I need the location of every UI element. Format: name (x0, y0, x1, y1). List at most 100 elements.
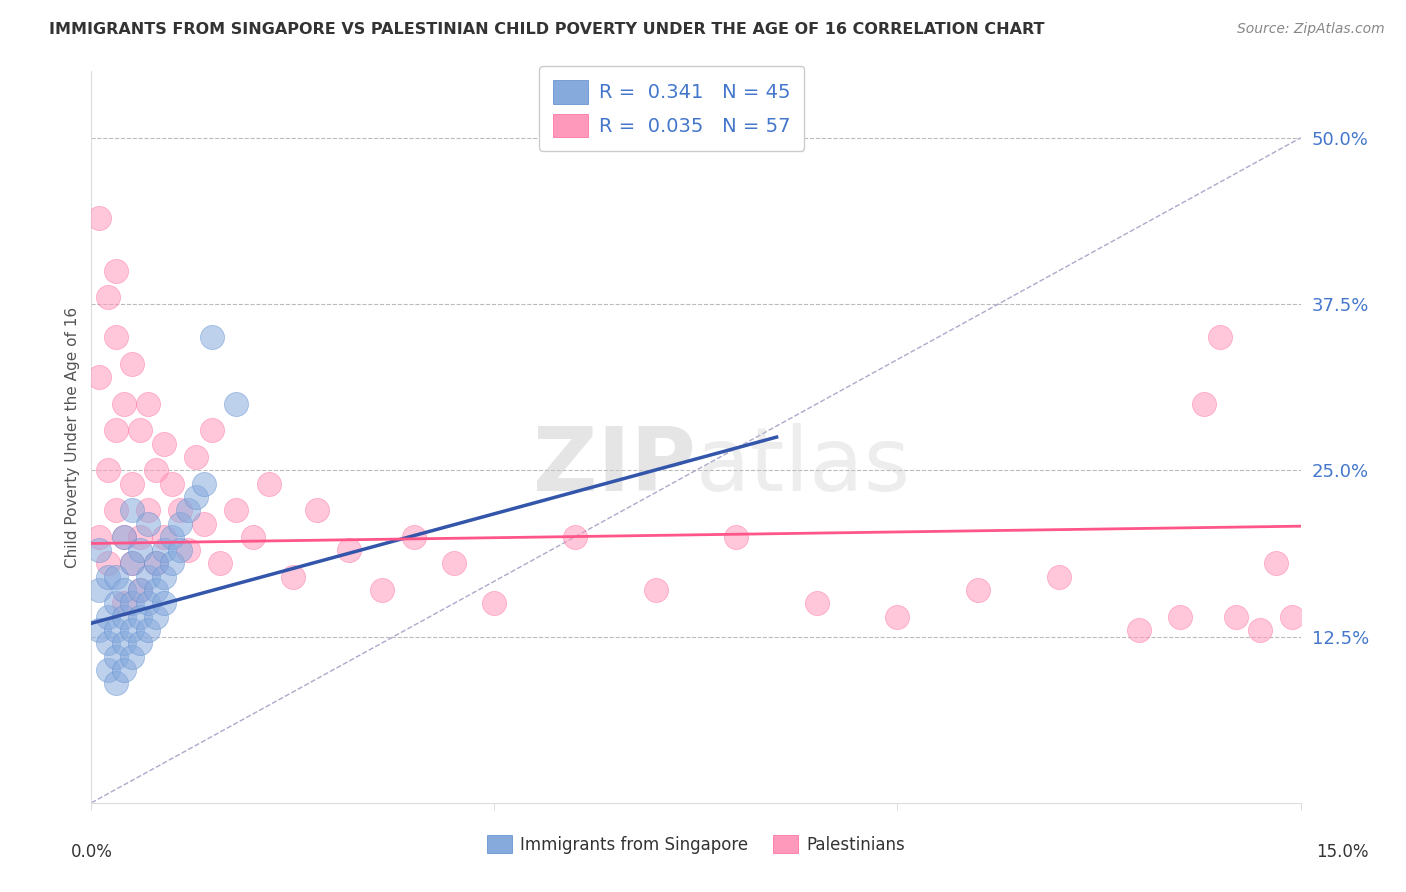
Point (104, 503, 127, 517)
Point (484, 596, 506, 610)
Point (136, 503, 159, 517)
Point (177, 543, 200, 558)
Point (153, 436, 176, 450)
Point (128, 582, 150, 597)
Point (886, 609, 908, 624)
Point (89, 623, 111, 637)
Point (153, 570, 176, 584)
Y-axis label: Child Poverty Under the Age of 16: Child Poverty Under the Age of 16 (65, 307, 80, 567)
Point (121, 596, 143, 610)
Point (145, 557, 167, 571)
Point (564, 530, 586, 544)
Point (225, 503, 247, 517)
Point (160, 557, 183, 571)
Point (128, 582, 150, 597)
Point (402, 530, 425, 544)
Point (201, 424, 224, 438)
Point (128, 636, 150, 650)
Point (104, 424, 127, 438)
Point (225, 397, 247, 411)
Point (112, 530, 135, 544)
Point (128, 530, 150, 544)
Point (145, 557, 167, 571)
Point (128, 543, 150, 558)
Point (967, 582, 990, 597)
Point (160, 476, 183, 491)
Point (96, 636, 118, 650)
Point (104, 623, 127, 637)
Point (145, 609, 167, 624)
Point (169, 543, 191, 558)
Point (169, 516, 191, 531)
Point (307, 503, 329, 517)
Point (89, 582, 111, 597)
Point (1265, 557, 1288, 571)
Point (128, 424, 150, 438)
Point (121, 557, 143, 571)
Point (1281, 609, 1303, 624)
Point (112, 609, 135, 624)
Point (89, 530, 111, 544)
Point (104, 570, 127, 584)
Point (89, 211, 111, 225)
Point (136, 596, 159, 610)
Text: 15.0%: 15.0% (1316, 843, 1369, 861)
Point (145, 463, 167, 477)
Point (1168, 609, 1191, 624)
Point (136, 516, 159, 531)
Point (121, 623, 143, 637)
Point (257, 476, 280, 491)
Point (1192, 397, 1215, 411)
Point (806, 596, 828, 610)
Point (96, 557, 118, 571)
Point (121, 357, 143, 371)
Point (112, 663, 135, 677)
Point (186, 490, 208, 504)
Point (96, 663, 118, 677)
Point (136, 623, 159, 637)
Point (96, 609, 118, 624)
Point (104, 676, 127, 690)
Point (242, 530, 264, 544)
Text: 0.0%: 0.0% (70, 843, 112, 861)
Point (1249, 623, 1271, 637)
Point (169, 503, 191, 517)
Point (104, 330, 127, 344)
Point (104, 649, 127, 664)
Point (177, 503, 200, 517)
Point (121, 557, 143, 571)
Point (209, 557, 232, 571)
Point (136, 570, 159, 584)
Point (186, 450, 208, 464)
Point (96, 290, 118, 304)
Point (136, 397, 159, 411)
Point (193, 476, 215, 491)
Point (112, 397, 135, 411)
Point (128, 609, 150, 624)
Point (89, 370, 111, 384)
Point (337, 543, 360, 558)
Point (153, 530, 176, 544)
Point (112, 530, 135, 544)
Point (201, 330, 224, 344)
Point (104, 264, 127, 278)
Point (104, 596, 127, 610)
Point (112, 596, 135, 610)
Point (644, 582, 666, 597)
Point (1225, 609, 1247, 624)
Text: IMMIGRANTS FROM SINGAPORE VS PALESTINIAN CHILD POVERTY UNDER THE AGE OF 16 CORRE: IMMIGRANTS FROM SINGAPORE VS PALESTINIAN… (49, 22, 1045, 37)
Point (121, 649, 143, 664)
Point (160, 530, 183, 544)
Point (145, 582, 167, 597)
Point (1047, 570, 1070, 584)
Point (153, 543, 176, 558)
Point (112, 582, 135, 597)
Text: ZIP: ZIP (533, 423, 696, 510)
Point (443, 557, 465, 571)
Point (193, 516, 215, 531)
Point (121, 503, 143, 517)
Text: atlas: atlas (696, 423, 911, 510)
Point (370, 582, 392, 597)
Point (153, 596, 176, 610)
Point (112, 636, 135, 650)
